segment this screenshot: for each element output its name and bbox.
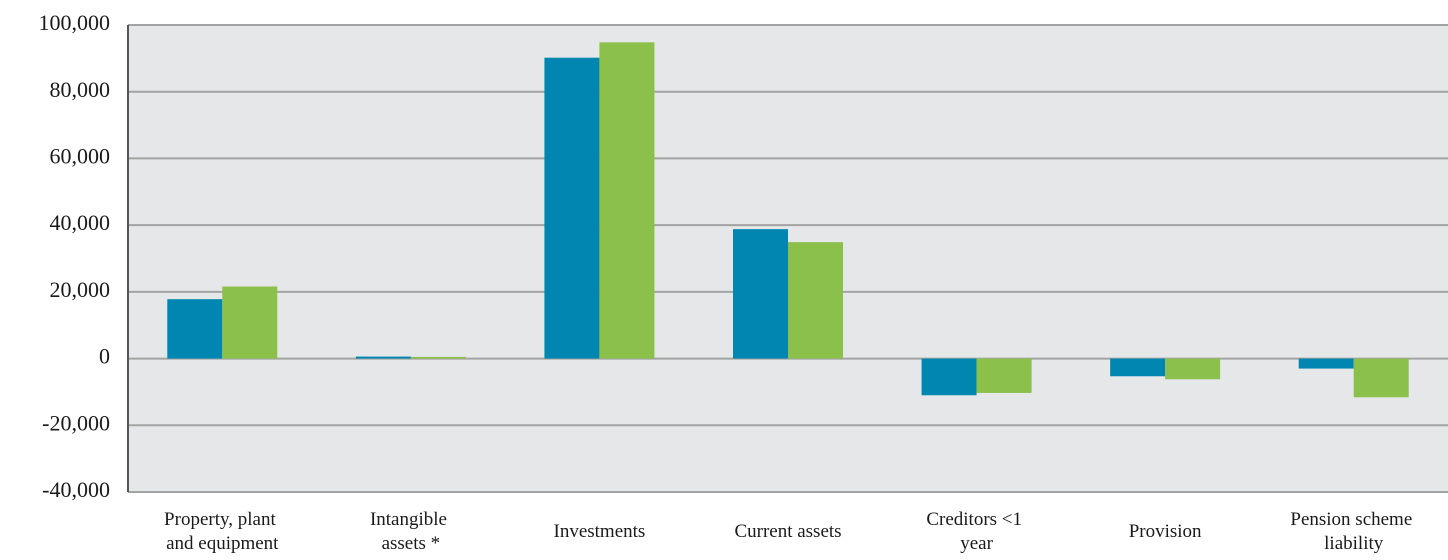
- bar: [976, 358, 1032, 393]
- x-tick-label: Provision: [1129, 521, 1202, 542]
- bar: [355, 356, 411, 359]
- bar: [788, 242, 843, 359]
- x-tick-label: Pension scheme liability: [1290, 509, 1417, 554]
- y-tick-label: 40,000: [50, 210, 111, 235]
- y-tick-label: 100,000: [39, 10, 111, 35]
- x-tick-label: Property, plant and equipment: [164, 509, 280, 554]
- bar: [921, 358, 977, 396]
- y-tick-label: 60,000: [50, 143, 111, 168]
- bar: [1110, 358, 1166, 377]
- x-tick-label: Investments: [554, 521, 646, 542]
- bar: [544, 57, 600, 359]
- y-tick-label: 20,000: [50, 277, 111, 302]
- y-tick-label: 80,000: [50, 77, 111, 102]
- bar: [733, 229, 788, 359]
- y-tick-label: -20,000: [42, 410, 110, 435]
- y-tick-label: -40,000: [42, 477, 110, 502]
- x-tick-label: Intangible assets *: [370, 509, 452, 554]
- bar: [222, 286, 278, 359]
- x-tick-label: Creditors <1 year: [926, 509, 1026, 554]
- bar: [410, 356, 466, 359]
- bar: [1165, 358, 1221, 380]
- x-tick-label: Current assets: [734, 521, 841, 542]
- bar: [1353, 358, 1409, 398]
- bar: [167, 299, 223, 359]
- bar: [1298, 358, 1354, 369]
- y-tick-label: 0: [99, 344, 110, 369]
- bar: [599, 42, 655, 359]
